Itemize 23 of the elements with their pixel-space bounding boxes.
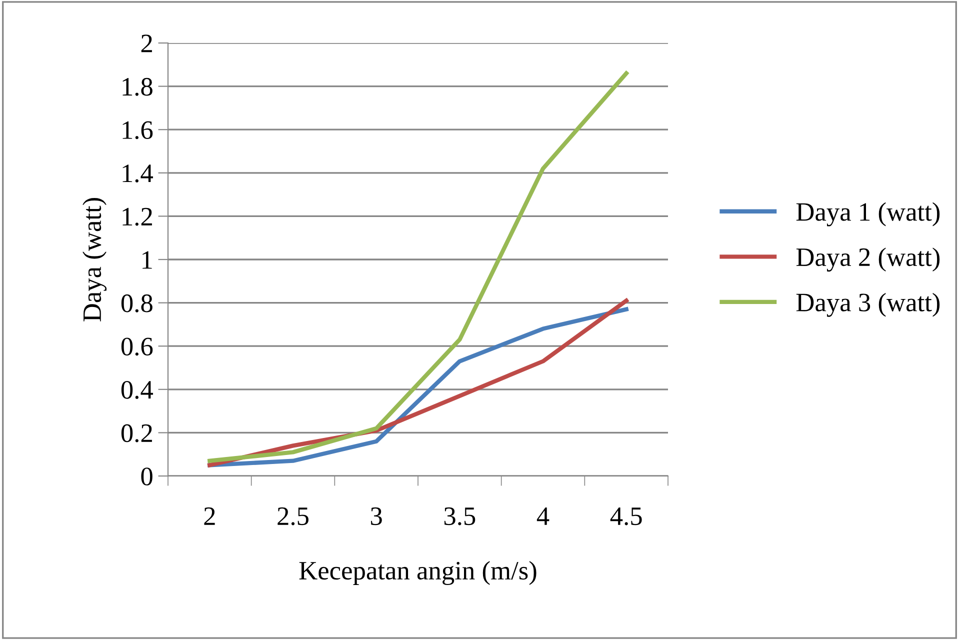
x-axis-title: Kecepatan angin (m/s) — [299, 561, 536, 586]
y-tick-label: 0.6 — [121, 338, 153, 356]
line-series — [208, 71, 628, 463]
y-tick-label: 0 — [141, 468, 152, 486]
y-tick-label: 1.2 — [122, 208, 152, 226]
x-tick-label: 4.5 — [610, 507, 642, 526]
legend-label: Daya 1 (watt) — [796, 202, 940, 226]
y-tick-label: 0.2 — [121, 424, 152, 442]
x-tick-label: 3.5 — [444, 507, 476, 526]
legend-label: Daya 3 (watt) — [796, 292, 940, 317]
x-tick-label: 2.5 — [278, 507, 308, 526]
y-tick-label: 2 — [141, 34, 152, 52]
x-tick-label: 3 — [371, 507, 382, 526]
y-tick-label: 0.8 — [121, 294, 152, 312]
y-tick-label: 1.4 — [122, 164, 154, 182]
y-tick-label: 1.6 — [122, 121, 153, 140]
y-tick-label: 1 — [142, 251, 152, 269]
x-tick-label: 4 — [536, 507, 550, 525]
y-tick-label: 0.4 — [121, 381, 154, 399]
x-tick-label: 2 — [204, 507, 215, 525]
y-tick-label: 1.8 — [122, 78, 152, 96]
y-axis-title: Daya (watt) — [82, 198, 107, 322]
legend-label: Daya 2 (watt) — [796, 248, 940, 272]
